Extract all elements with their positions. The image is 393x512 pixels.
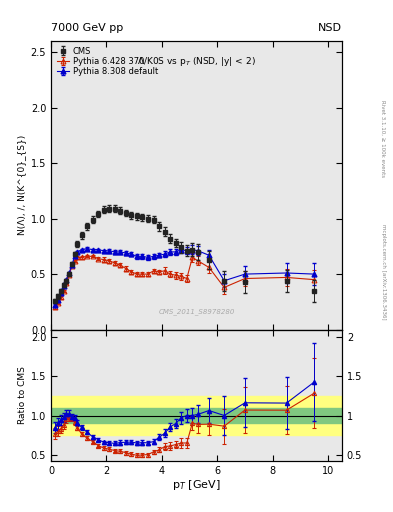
Text: NSD: NSD bbox=[318, 23, 342, 33]
Text: mcplots.cern.ch [arXiv:1306.3436]: mcplots.cern.ch [arXiv:1306.3436] bbox=[381, 224, 386, 319]
Bar bbox=[51, 408, 342, 423]
Text: Rivet 3.1.10, ≥ 100k events: Rivet 3.1.10, ≥ 100k events bbox=[381, 100, 386, 177]
Text: $\Lambda$/K0S vs p$_T$ (NSD, |y| < 2): $\Lambda$/K0S vs p$_T$ (NSD, |y| < 2) bbox=[137, 55, 256, 69]
Y-axis label: Ratio to CMS: Ratio to CMS bbox=[18, 366, 27, 424]
Text: 7000 GeV pp: 7000 GeV pp bbox=[51, 23, 123, 33]
Legend: CMS, Pythia 6.428 370, Pythia 8.308 default: CMS, Pythia 6.428 370, Pythia 8.308 defa… bbox=[55, 45, 160, 78]
Text: CMS_2011_S8978280: CMS_2011_S8978280 bbox=[158, 308, 235, 315]
Y-axis label: N(Λ), /, N(K^{0}_{S}): N(Λ), /, N(K^{0}_{S}) bbox=[18, 135, 27, 236]
X-axis label: p$_T$ [GeV]: p$_T$ [GeV] bbox=[172, 478, 221, 493]
Bar bbox=[51, 396, 342, 435]
